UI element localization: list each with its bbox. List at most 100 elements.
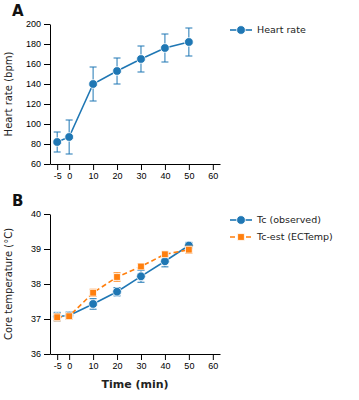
- plot-area: [53, 28, 193, 154]
- x-tick: 20: [113, 164, 123, 181]
- x-tick: -5: [54, 164, 62, 181]
- x-tick-mark: [117, 354, 118, 360]
- x-tick-label: 10: [89, 171, 99, 181]
- point-marker: [89, 300, 98, 309]
- y-tick-label: 200: [26, 19, 41, 29]
- point-marker: [113, 287, 122, 296]
- x-tick: 50: [184, 164, 194, 181]
- x-tick: 40: [160, 354, 170, 371]
- error-bar: [66, 313, 73, 319]
- y-axis-line: [50, 25, 51, 165]
- error-bar: [66, 312, 73, 319]
- point-marker: [137, 272, 146, 281]
- x-axis-title: Time (min): [101, 378, 168, 391]
- y-tick-label: 37: [31, 314, 41, 324]
- y-tick: 100: [26, 119, 50, 129]
- y-tick-label: 39: [31, 244, 41, 254]
- legend-label: Tc-est (ECTemp): [256, 231, 333, 242]
- x-tick-label: 10: [89, 361, 99, 371]
- y-tick-mark: [44, 354, 50, 355]
- x-tick-label: 0: [67, 171, 72, 181]
- y-tick-label: 100: [26, 119, 41, 129]
- series-line: [57, 250, 189, 318]
- error-bar: [185, 246, 192, 253]
- x-tick: 50: [184, 354, 194, 371]
- error-bar: [54, 132, 61, 152]
- y-tick: 40: [31, 209, 50, 219]
- x-tick-mark: [189, 354, 190, 360]
- error-bar: [137, 46, 144, 72]
- y-axis-line: [50, 215, 51, 355]
- x-tick-mark: [141, 354, 142, 360]
- x-tick-label: 20: [113, 361, 123, 371]
- x-tick: 0: [67, 354, 72, 371]
- y-tick-label: 40: [31, 209, 41, 219]
- error-bar: [90, 67, 97, 101]
- x-tick-mark: [141, 164, 142, 170]
- error-bar: [90, 289, 97, 296]
- x-tick-label: 30: [136, 361, 146, 371]
- point-marker: [90, 289, 97, 296]
- error-bar: [114, 58, 121, 84]
- y-tick-mark: [44, 64, 50, 65]
- error-bar: [185, 28, 192, 56]
- x-tick: 30: [136, 354, 146, 371]
- legend-label: Tc (observed): [256, 214, 321, 225]
- legend: Tc (observed) Tc-est (ECTemp): [230, 214, 333, 242]
- x-tick-mark: [69, 164, 70, 170]
- point-marker: [162, 251, 169, 258]
- x-tick-label: 50: [184, 361, 194, 371]
- x-axis: -50102030405060: [51, 354, 221, 371]
- y-tick-label: 120: [26, 99, 41, 109]
- x-tick-label: 40: [160, 361, 170, 371]
- x-tick: 40: [160, 164, 170, 181]
- x-tick-mark: [93, 354, 94, 360]
- x-tick-label: -5: [54, 361, 62, 371]
- error-bar: [137, 264, 144, 270]
- error-bar: [90, 299, 97, 310]
- y-tick: 37: [31, 314, 50, 324]
- point-marker: [54, 314, 61, 321]
- x-tick-label: 40: [160, 171, 170, 181]
- y-axis-title: Heart rate (bpm): [3, 52, 14, 137]
- x-tick: 10: [89, 354, 99, 371]
- point-marker: [53, 312, 62, 321]
- panel: -501020304050606080100120140160180200Hea…: [3, 2, 306, 181]
- y-tick-label: 160: [26, 59, 41, 69]
- x-axis: -50102030405060: [51, 164, 221, 181]
- x-tick-label: -5: [54, 171, 62, 181]
- x-axis-line: [51, 354, 221, 355]
- x-tick-mark: [189, 164, 190, 170]
- x-axis-line: [51, 164, 221, 165]
- legend-entry: Tc-est (ECTemp): [230, 231, 333, 242]
- error-bar: [66, 120, 73, 154]
- y-tick: 39: [31, 244, 50, 254]
- point-marker: [137, 55, 146, 64]
- point-marker: [89, 80, 98, 89]
- x-tick-mark: [165, 354, 166, 360]
- point-marker: [53, 138, 62, 147]
- point-marker: [161, 257, 170, 266]
- y-tick: 160: [26, 59, 50, 69]
- panel: -501020304050603637383940Tc (observed)Tc…: [3, 192, 333, 391]
- x-tick-mark: [213, 354, 214, 360]
- y-tick: 140: [26, 79, 50, 89]
- y-tick-mark: [44, 144, 50, 145]
- series-line: [57, 42, 189, 142]
- y-tick-mark: [44, 319, 50, 320]
- y-tick-label: 80: [31, 139, 41, 149]
- y-tick-mark: [44, 44, 50, 45]
- y-axis: 6080100120140160180200: [26, 19, 51, 169]
- point-marker: [138, 263, 145, 270]
- legend-swatch-marker: [237, 216, 246, 225]
- error-bar: [161, 34, 168, 62]
- panel-title: A: [12, 2, 24, 20]
- x-tick-mark: [69, 354, 70, 360]
- y-tick-label: 38: [31, 279, 41, 289]
- y-tick-mark: [44, 214, 50, 215]
- y-tick-label: 60: [31, 159, 41, 169]
- x-tick-label: 20: [113, 171, 123, 181]
- point-marker: [65, 133, 74, 142]
- y-tick-mark: [44, 24, 50, 25]
- y-axis: 3637383940: [31, 209, 51, 359]
